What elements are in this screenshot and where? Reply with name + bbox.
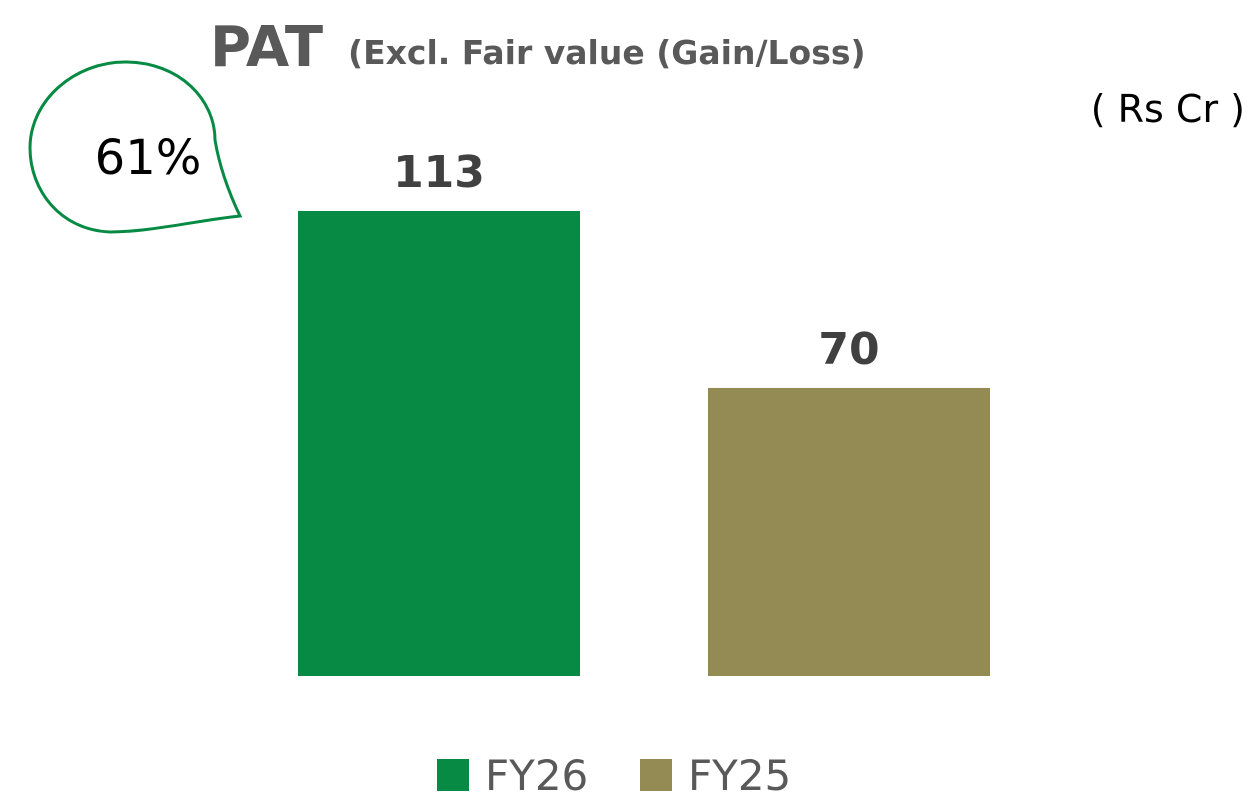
unit-label: ( Rs Cr )	[1091, 87, 1245, 131]
legend-swatch	[640, 759, 672, 791]
value-label: 70	[818, 324, 879, 375]
value-label: 113	[393, 147, 485, 198]
bar	[298, 211, 580, 676]
legend-label: FY25	[688, 751, 791, 795]
legend-label: FY26	[485, 751, 588, 795]
annotation: 61%	[95, 130, 202, 186]
legend-swatch	[437, 759, 469, 791]
chart-title: PAT	[210, 15, 323, 80]
chart-subtitle: (Excl. Fair value (Gain/Loss)	[348, 33, 866, 72]
callout-bubble	[28, 60, 243, 234]
bar	[708, 387, 990, 676]
